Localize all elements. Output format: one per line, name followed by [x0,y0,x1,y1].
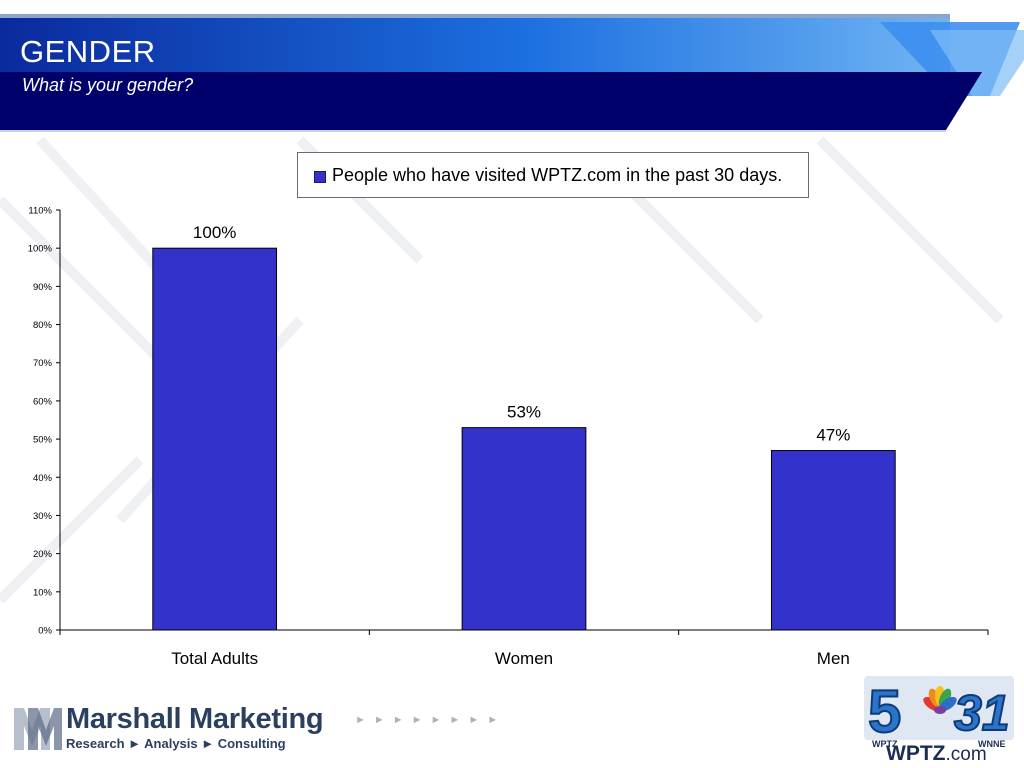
y-tick-label: 80% [33,320,53,331]
x-category-label: Total Adults [171,649,258,668]
y-tick-label: 90% [33,282,53,293]
y-tick-label: 50% [33,435,53,446]
bar-chart: 0% 10% 20% 30% 40% 50% 60% 70% 80% 90% 100% 110% 100… [28,206,989,668]
y-tick-label: 30% [33,511,53,522]
x-category-label: Women [495,649,553,668]
nbc-peacock-icon [923,686,957,714]
station-site-bold: WPTZ [886,742,946,765]
y-tick-label: 0% [38,626,52,637]
slide-subtitle: What is your gender? [22,75,194,95]
marshall-marketing-logo [14,708,62,750]
bar [461,427,587,631]
y-tick-label: 100% [28,244,53,255]
y-tick-label: 40% [33,473,53,484]
slide-title: GENDER [20,34,156,69]
station-website: WPTZ.com [886,742,987,766]
station-left-label: WPTZ [872,739,898,749]
y-tick-label: 60% [33,396,53,407]
y-tick-label: 70% [33,358,53,369]
x-category-label: Men [817,649,850,668]
bar [770,450,896,631]
y-tick-label: 110% [28,206,52,217]
bar-data-label: 47% [816,426,850,445]
chart-legend: People who have visited WPTZ.com in the … [297,152,809,198]
legend-swatch [314,171,326,183]
station-site-suffix: .com [945,744,987,765]
station-right-label: WNNE [978,739,1006,749]
legend-label: People who have visited WPTZ.com in the … [332,165,783,185]
decorative-arrows: ►►►►►►►► [355,714,507,726]
logo-numeral-left: 5 [868,678,901,745]
bar [152,247,278,631]
y-tick-label: 10% [33,587,53,598]
bar-data-label: 100% [193,223,236,242]
header-banner [0,14,1024,132]
bar-data-label: 53% [507,403,541,422]
y-tick-label: 20% [33,549,53,560]
logo-numeral-right: 31 [954,685,1010,741]
station-logo: 5 31 WPTZ WNNE [864,676,1014,749]
brand-tagline: Research ► Analysis ► Consulting [66,736,286,751]
brand-name: Marshall Marketing [66,703,324,735]
